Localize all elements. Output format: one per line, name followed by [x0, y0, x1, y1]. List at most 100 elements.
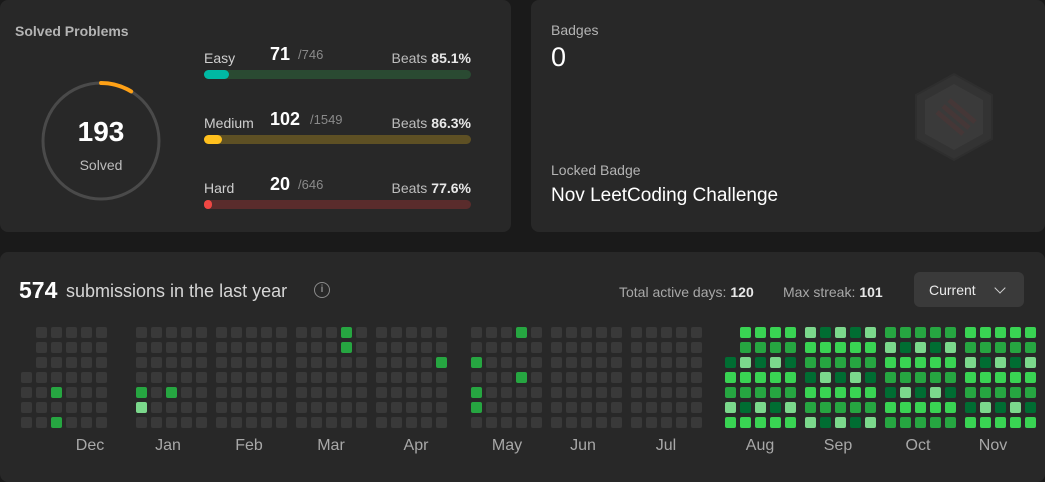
heatmap-cell[interactable]: [930, 387, 941, 398]
heatmap-cell[interactable]: [646, 387, 657, 398]
heatmap-cell[interactable]: [406, 342, 417, 353]
heatmap-cell[interactable]: [486, 357, 497, 368]
heatmap-cell[interactable]: [136, 417, 147, 428]
heatmap-cell[interactable]: [661, 402, 672, 413]
heatmap-cell[interactable]: [166, 327, 177, 338]
heatmap-cell[interactable]: [995, 342, 1006, 353]
heatmap-cell[interactable]: [725, 402, 736, 413]
heatmap-cell[interactable]: [231, 387, 242, 398]
heatmap-cell[interactable]: [676, 402, 687, 413]
heatmap-cell[interactable]: [596, 387, 607, 398]
heatmap-cell[interactable]: [755, 342, 766, 353]
heatmap-cell[interactable]: [945, 327, 956, 338]
heatmap-cell[interactable]: [326, 417, 337, 428]
heatmap-cell[interactable]: [486, 372, 497, 383]
heatmap-cell[interactable]: [805, 417, 816, 428]
heatmap-cell[interactable]: [676, 372, 687, 383]
heatmap-cell[interactable]: [725, 357, 736, 368]
heatmap-cell[interactable]: [66, 342, 77, 353]
heatmap-cell[interactable]: [995, 357, 1006, 368]
heatmap-cell[interactable]: [1025, 357, 1036, 368]
heatmap-cell[interactable]: [136, 387, 147, 398]
heatmap-cell[interactable]: [406, 417, 417, 428]
heatmap-cell[interactable]: [51, 342, 62, 353]
heatmap-cell[interactable]: [501, 387, 512, 398]
heatmap-cell[interactable]: [81, 402, 92, 413]
heatmap-cell[interactable]: [421, 327, 432, 338]
heatmap-cell[interactable]: [930, 327, 941, 338]
heatmap-cell[interactable]: [611, 417, 622, 428]
heatmap-cell[interactable]: [406, 357, 417, 368]
heatmap-cell[interactable]: [246, 342, 257, 353]
heatmap-cell[interactable]: [885, 357, 896, 368]
heatmap-cell[interactable]: [471, 372, 482, 383]
heatmap-cell[interactable]: [356, 372, 367, 383]
heatmap-cell[interactable]: [96, 402, 107, 413]
heatmap-cell[interactable]: [755, 327, 766, 338]
heatmap-cell[interactable]: [36, 327, 47, 338]
heatmap-cell[interactable]: [885, 402, 896, 413]
heatmap-cell[interactable]: [311, 342, 322, 353]
heatmap-cell[interactable]: [850, 402, 861, 413]
heatmap-cell[interactable]: [516, 357, 527, 368]
heatmap-cell[interactable]: [151, 372, 162, 383]
heatmap-cell[interactable]: [436, 402, 447, 413]
heatmap-cell[interactable]: [276, 417, 287, 428]
heatmap-cell[interactable]: [835, 387, 846, 398]
heatmap-cell[interactable]: [835, 402, 846, 413]
heatmap-cell[interactable]: [740, 372, 751, 383]
heatmap-cell[interactable]: [216, 402, 227, 413]
locked-badge-icon[interactable]: [913, 72, 995, 162]
heatmap-cell[interactable]: [486, 327, 497, 338]
heatmap-cell[interactable]: [691, 402, 702, 413]
heatmap-cell[interactable]: [276, 342, 287, 353]
heatmap-cell[interactable]: [376, 342, 387, 353]
heatmap-cell[interactable]: [995, 372, 1006, 383]
heatmap-cell[interactable]: [835, 327, 846, 338]
heatmap-cell[interactable]: [676, 387, 687, 398]
heatmap-cell[interactable]: [835, 372, 846, 383]
year-dropdown[interactable]: Current: [914, 272, 1024, 307]
heatmap-cell[interactable]: [1010, 357, 1021, 368]
heatmap-cell[interactable]: [995, 387, 1006, 398]
heatmap-cell[interactable]: [151, 417, 162, 428]
heatmap-cell[interactable]: [631, 372, 642, 383]
heatmap-cell[interactable]: [296, 417, 307, 428]
heatmap-cell[interactable]: [581, 327, 592, 338]
heatmap-cell[interactable]: [406, 327, 417, 338]
heatmap-cell[interactable]: [930, 402, 941, 413]
heatmap-cell[interactable]: [965, 372, 976, 383]
heatmap-cell[interactable]: [96, 372, 107, 383]
heatmap-cell[interactable]: [915, 417, 926, 428]
heatmap-cell[interactable]: [36, 372, 47, 383]
heatmap-cell[interactable]: [326, 387, 337, 398]
heatmap-cell[interactable]: [356, 417, 367, 428]
heatmap-cell[interactable]: [1025, 327, 1036, 338]
heatmap-cell[interactable]: [566, 402, 577, 413]
heatmap-cell[interactable]: [276, 357, 287, 368]
heatmap-cell[interactable]: [96, 387, 107, 398]
heatmap-cell[interactable]: [581, 372, 592, 383]
heatmap-cell[interactable]: [691, 357, 702, 368]
heatmap-cell[interactable]: [136, 357, 147, 368]
heatmap-cell[interactable]: [516, 342, 527, 353]
heatmap-cell[interactable]: [261, 342, 272, 353]
heatmap-cell[interactable]: [646, 342, 657, 353]
heatmap-cell[interactable]: [805, 327, 816, 338]
heatmap-cell[interactable]: [246, 387, 257, 398]
heatmap-cell[interactable]: [915, 402, 926, 413]
heatmap-cell[interactable]: [740, 342, 751, 353]
heatmap-cell[interactable]: [151, 387, 162, 398]
heatmap-cell[interactable]: [596, 327, 607, 338]
heatmap-cell[interactable]: [611, 372, 622, 383]
heatmap-cell[interactable]: [376, 357, 387, 368]
heatmap-cell[interactable]: [835, 342, 846, 353]
heatmap-cell[interactable]: [551, 417, 562, 428]
heatmap-cell[interactable]: [341, 357, 352, 368]
heatmap-cell[interactable]: [691, 327, 702, 338]
heatmap-cell[interactable]: [1010, 387, 1021, 398]
heatmap-cell[interactable]: [376, 417, 387, 428]
heatmap-cell[interactable]: [661, 327, 672, 338]
heatmap-cell[interactable]: [755, 372, 766, 383]
heatmap-cell[interactable]: [915, 327, 926, 338]
